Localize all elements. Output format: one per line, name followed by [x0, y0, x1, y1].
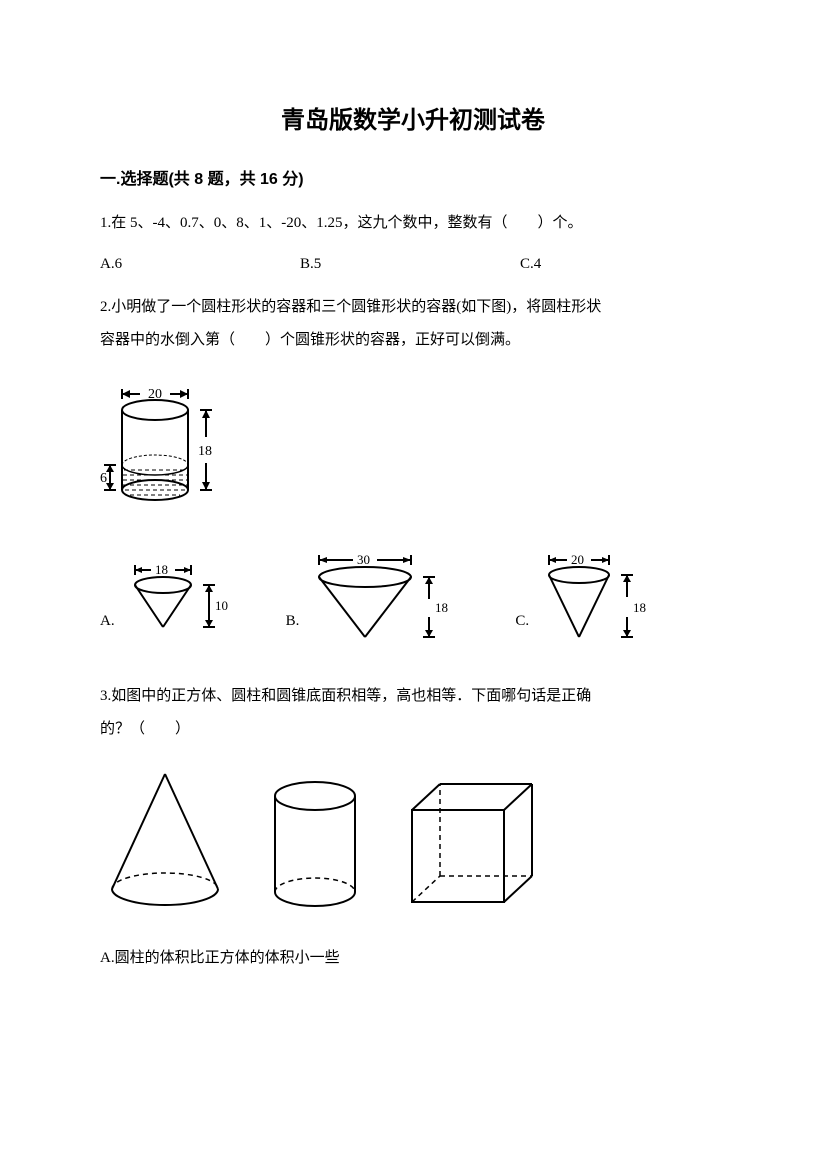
- question-2-text: 2.小明做了一个圆柱形状的容器和三个圆锥形状的容器(如下图)，将圆柱形状 容器中…: [100, 291, 726, 357]
- q3-line2: 的？（ ）: [100, 721, 190, 737]
- q3-line1: 3.如图中的正方体、圆柱和圆锥底面积相等，高也相等．下面哪句话是正确: [100, 688, 591, 704]
- question-1-options: A.6 B.5 C.4: [100, 256, 726, 273]
- svg-text:30: 30: [357, 552, 370, 567]
- svg-text:20: 20: [571, 552, 584, 567]
- q2-cylinder-diagram: 20 18 6: [100, 375, 726, 515]
- section-header: 一.选择题(共 8 题，共 16 分): [100, 165, 726, 189]
- q2-opta-label: A.: [100, 613, 115, 650]
- question-3-text: 3.如图中的正方体、圆柱和圆锥底面积相等，高也相等．下面哪句话是正确 的？（ ）: [100, 680, 726, 746]
- svg-text:18: 18: [633, 600, 646, 615]
- svg-text:10: 10: [215, 598, 228, 613]
- q3-shapes: [100, 764, 726, 914]
- q2-line1: 2.小明做了一个圆柱形状的容器和三个圆锥形状的容器(如下图)，将圆柱形状: [100, 299, 601, 315]
- q2-option-b: B. 30 18: [286, 545, 466, 650]
- question-1-text: 1.在 5、-4、0.7、0、8、1、-20、1.25，这九个数中，整数有（ ）…: [100, 207, 726, 240]
- cube-icon: [400, 774, 540, 914]
- q3-option-a: A.圆柱的体积比正方体的体积小一些: [100, 942, 726, 975]
- cone-icon: [100, 764, 230, 914]
- q2-option-a: A. 18 10: [100, 555, 236, 650]
- q1-option-a: A.6: [100, 256, 300, 273]
- q2-line2: 容器中的水倒入第（ ）个圆锥形状的容器，正好可以倒满。: [100, 332, 520, 348]
- q2-optb-label: B.: [286, 613, 300, 650]
- page-title: 青岛版数学小升初测试卷: [100, 100, 726, 135]
- svg-text:18: 18: [435, 600, 448, 615]
- svg-text:18: 18: [155, 562, 168, 577]
- q2-option-c: C. 20 18: [515, 545, 660, 650]
- cylinder-water-label: 6: [100, 471, 107, 486]
- cylinder-icon: [260, 774, 370, 914]
- cylinder-height-label: 18: [198, 444, 212, 459]
- q1-option-c: C.4: [520, 256, 726, 273]
- q1-option-b: B.5: [300, 256, 520, 273]
- q2-options: A. 18 10 B.: [100, 545, 726, 650]
- q2-optc-label: C.: [515, 613, 529, 650]
